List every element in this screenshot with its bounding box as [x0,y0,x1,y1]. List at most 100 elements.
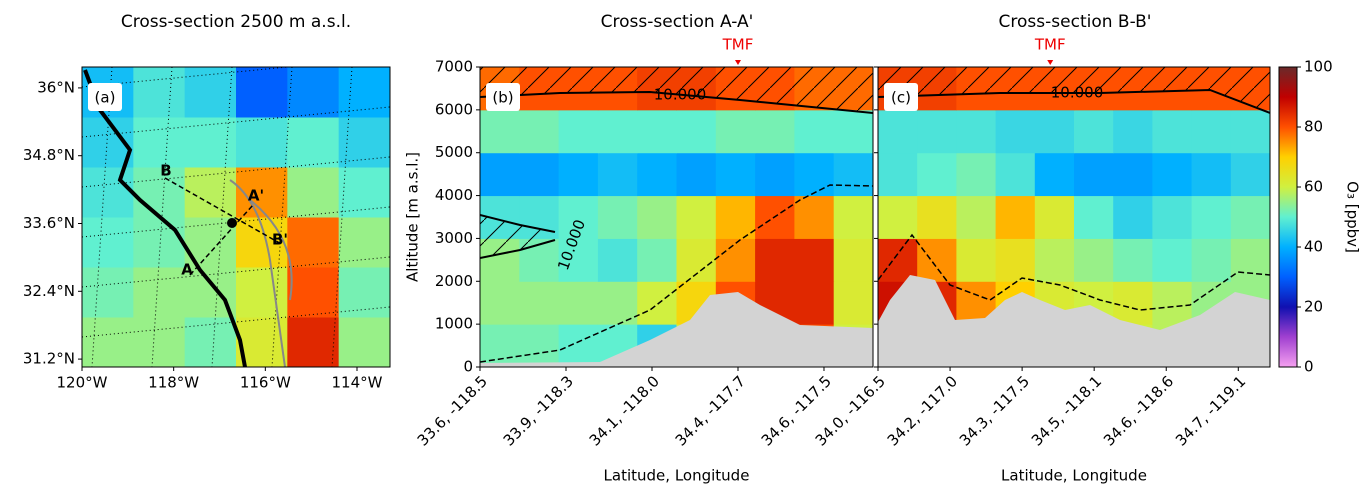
axes-frame [81,66,391,368]
plot-area [878,67,1270,367]
section-b [164,177,284,246]
cell [637,109,677,154]
x-tick-label: 118°W [148,374,199,392]
cell [794,195,835,239]
colorbar-tick-label: 80 [1304,118,1323,136]
colorbar-tick-label: 60 [1304,178,1323,196]
cell [833,152,873,197]
cell [558,238,599,282]
cell [878,152,918,197]
x-tick-label: 33.9, -118.3 [500,372,577,449]
cell [794,109,835,154]
cell [184,317,237,367]
cell [995,109,1036,154]
section-label: A [181,261,193,279]
panel-title: Cross-section 2500 m a.s.l. [121,12,351,32]
colorbar-tick-label: 100 [1304,58,1333,76]
cell [1113,152,1153,197]
panel-title: Cross-section B-B' [999,12,1152,32]
panel-title: Cross-section A-A' [601,12,754,32]
cell [1152,152,1193,197]
terrain [878,275,1270,367]
cell [1152,238,1193,282]
cell [82,317,134,367]
cell [1034,152,1075,197]
x-tick-label: 33.6, -118.5 [414,372,491,449]
cell [236,117,288,168]
cell [833,238,873,282]
cell [676,152,717,197]
cell [1230,238,1270,282]
cell [1034,109,1075,154]
panel-label: (b) [492,89,513,107]
cell [338,117,390,168]
terrain [480,292,873,367]
cell [480,281,520,325]
cell [755,238,795,282]
cell [287,317,340,367]
cell [1152,195,1193,239]
y-tick-label: 6000 [435,100,473,118]
x-tick-label: 34.3, -117.5 [956,372,1033,449]
x-tick-label: 34.6, -118.6 [1100,372,1177,449]
axes-frame [479,66,874,368]
cell [480,324,520,367]
cell [1034,238,1075,282]
cell [878,109,918,154]
cell [1191,238,1232,282]
cell [287,67,340,118]
cell [287,117,340,168]
cell [287,167,340,218]
cell [755,152,795,197]
cell [676,195,717,239]
cell [338,217,390,268]
x-tick-label: 34.7, -119.1 [1172,372,1249,449]
cell [637,281,677,325]
section-label: B [160,162,171,180]
cell [878,238,918,282]
tmf-marker [734,60,741,65]
x-tick-label: 34.2, -117.0 [884,372,961,449]
x-tick-label: 34.5, -118.1 [1028,372,1105,449]
cell [794,281,835,325]
cell [558,109,599,154]
y-axis-label: Altitude [m a.s.l.] [404,152,422,282]
colorbar-tick-label: 20 [1304,298,1323,316]
contour-label: 10.000 [1051,84,1104,102]
coastline [83,69,247,367]
cell [1230,152,1270,197]
cell [715,109,756,154]
cell [519,109,560,154]
cell [917,109,957,154]
cell [1074,109,1114,154]
x-axis-label: Latitude, Longitude [1001,467,1147,485]
section-label: B' [272,231,288,249]
cell [1152,109,1193,154]
cell [833,281,873,325]
panel-label: (c) [891,89,911,107]
cell [338,267,390,318]
y-tick-label: 4000 [435,186,473,204]
cell [1113,281,1153,325]
cell [715,195,756,239]
panel-label-box [884,83,918,111]
cell [1074,195,1114,239]
cell [1113,195,1153,239]
panel-label: (a) [95,89,116,107]
panel-label-box [486,83,520,111]
y-tick-label: 3000 [435,229,473,247]
colorbar-label: O₃ [ppbv] [1344,181,1362,253]
axes-frame [877,66,1271,368]
site [227,218,237,228]
cell [133,217,186,268]
cell [878,195,918,239]
hatch [480,67,873,113]
cell [82,217,134,268]
cell [597,238,638,282]
cell [1152,281,1193,325]
tmf-label: TMF [1034,36,1066,54]
cell [184,167,237,218]
cell [755,109,795,154]
cell [833,195,873,239]
